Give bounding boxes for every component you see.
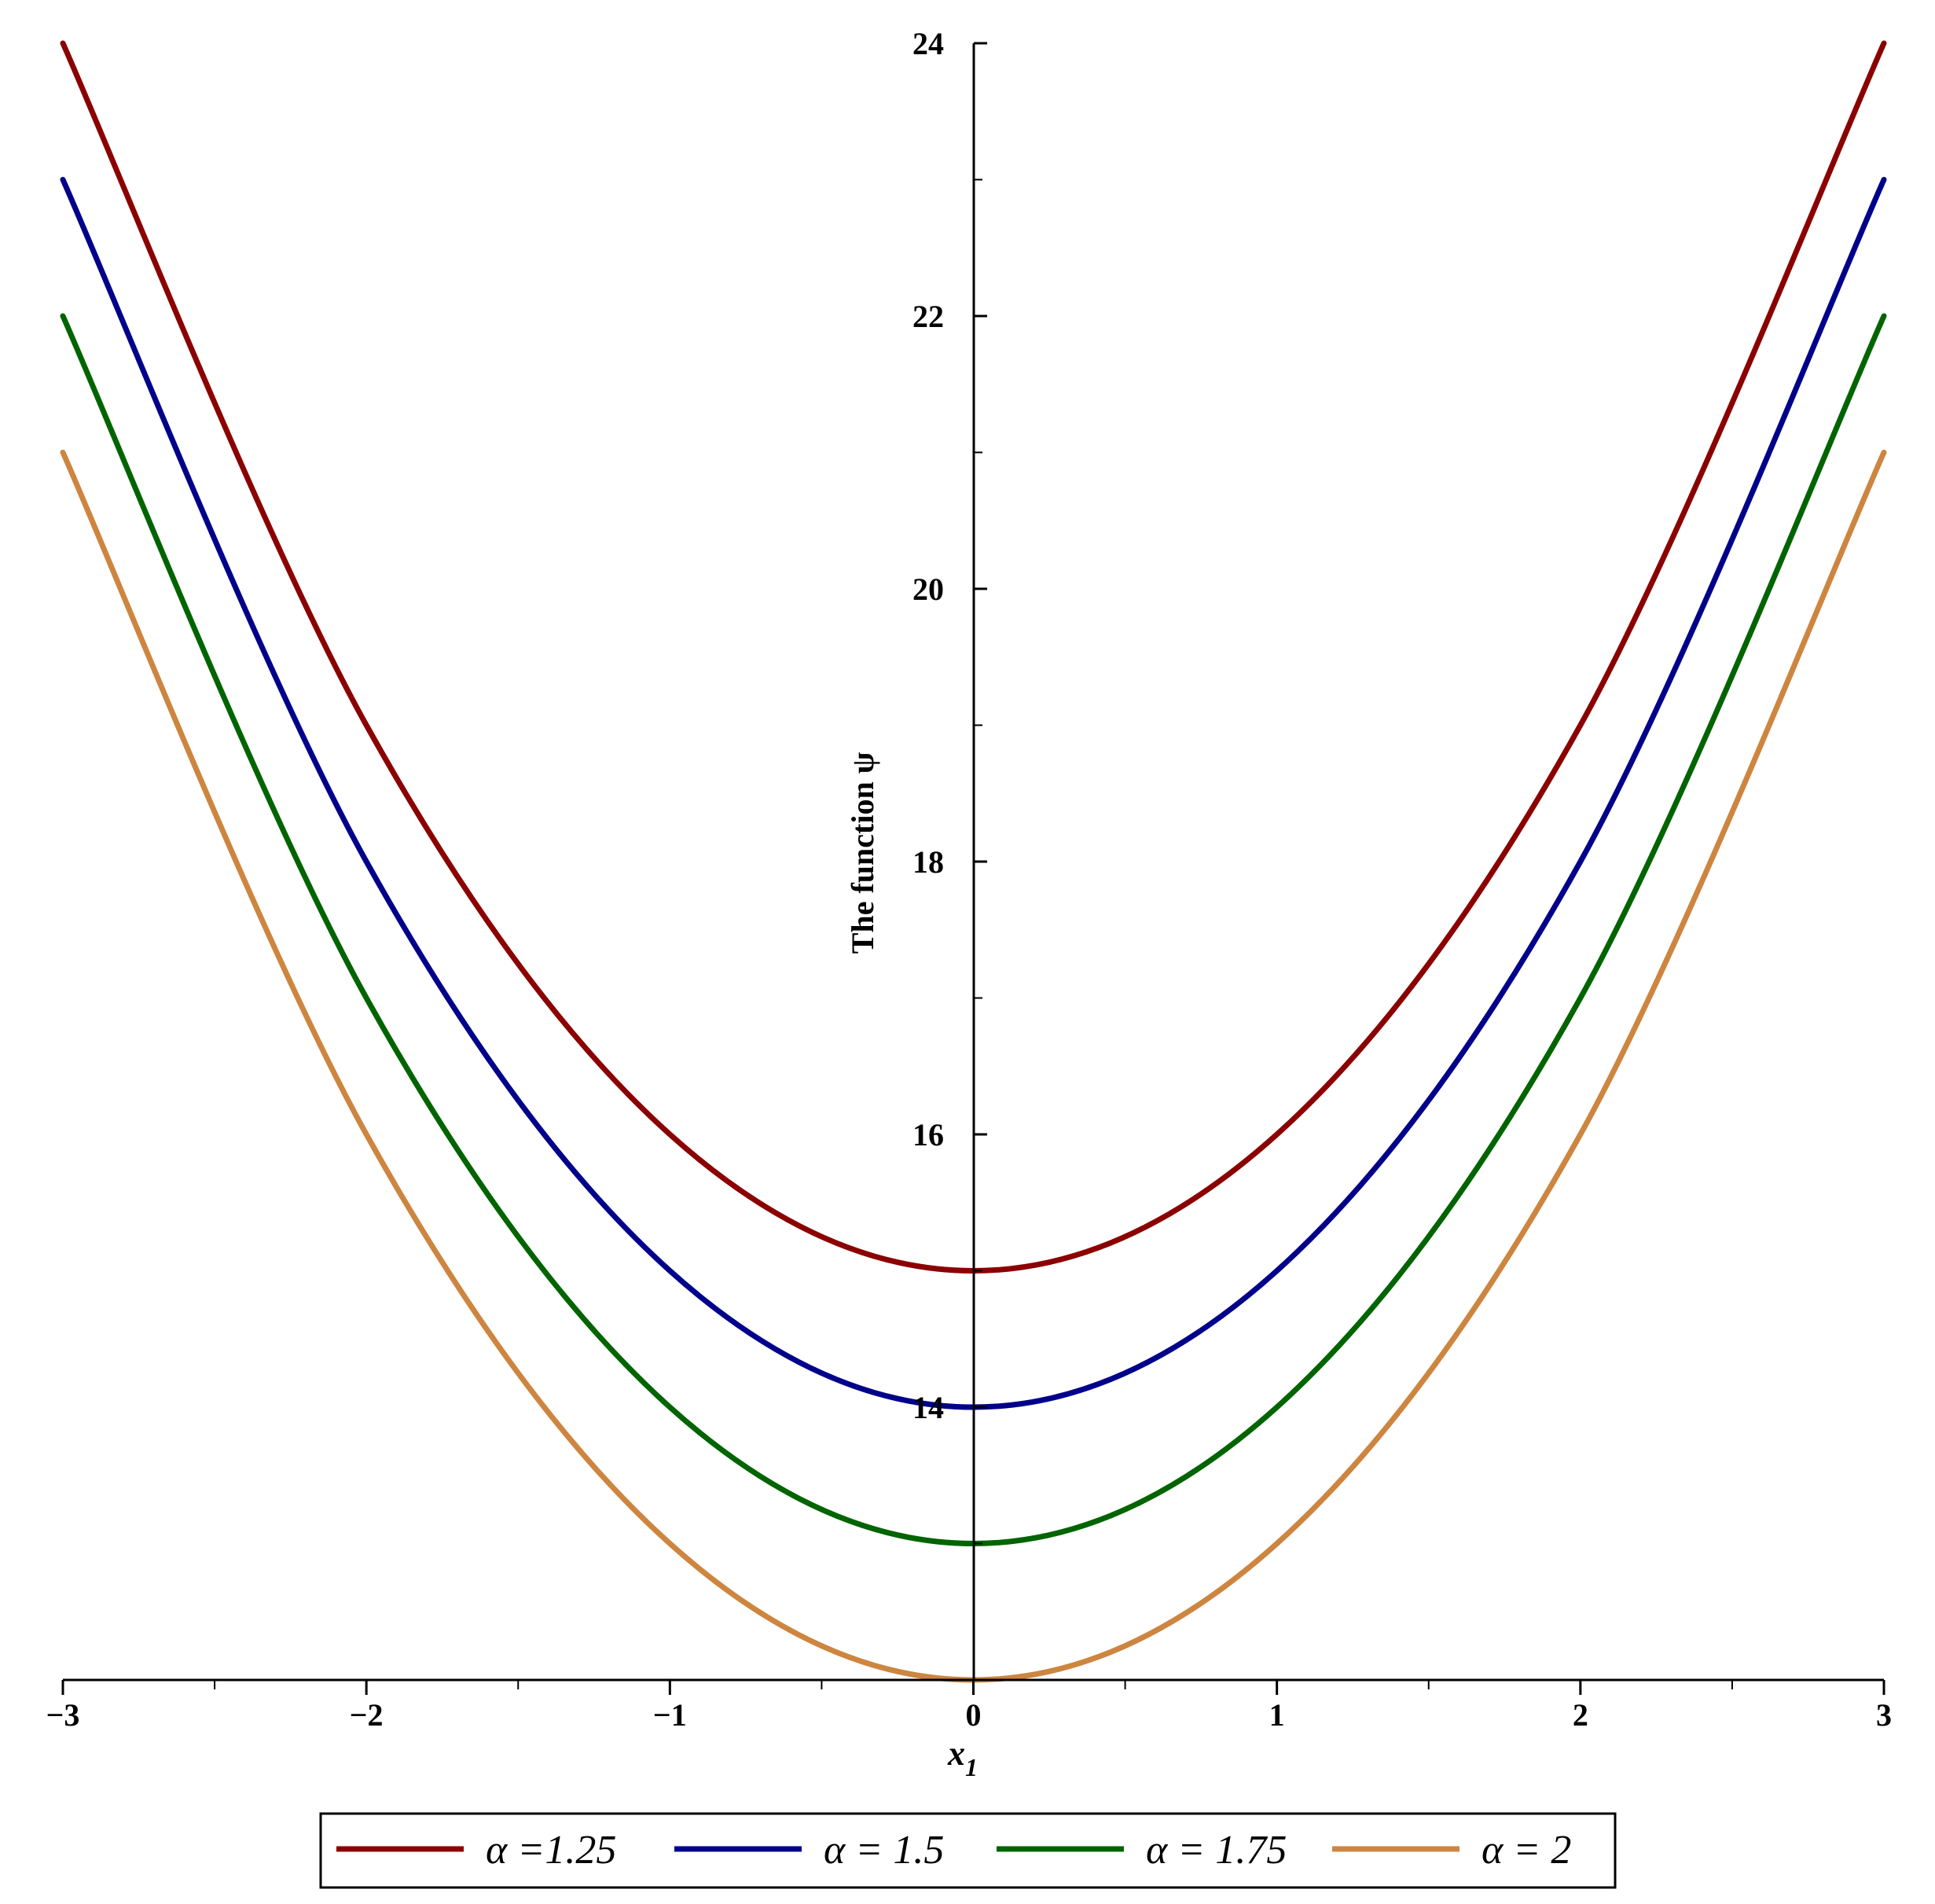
y-tick-label: 22 — [912, 299, 944, 334]
legend: α =1.25 α = 1.5 α = 1.75 α = 2 — [319, 1812, 1617, 1889]
x-tick-label: −3 — [46, 1697, 80, 1733]
x-axis-title: x1 — [947, 1734, 978, 1781]
x-ticks: −3 −2 −1 0 1 2 3 — [46, 1680, 1892, 1733]
y-tick-label: 18 — [912, 844, 944, 880]
x-tick-label: 2 — [1573, 1697, 1588, 1733]
legend-label-2: α = 1.5 — [824, 1828, 944, 1873]
y-tick-label: 24 — [912, 26, 944, 61]
axes — [63, 43, 1884, 1682]
legend-label-3: α = 1.75 — [1146, 1828, 1287, 1873]
y-ticks: 14 16 18 20 22 24 — [912, 26, 987, 1545]
x-axis-title-main: x — [947, 1734, 965, 1773]
y-tick-label: 14 — [912, 1390, 944, 1425]
y-tick-label: 16 — [912, 1117, 944, 1152]
x-tick-label: −2 — [350, 1697, 384, 1733]
legend-box — [319, 1812, 1617, 1889]
legend-label-4: α = 2 — [1482, 1828, 1571, 1873]
x-axis-title-sub: 1 — [965, 1753, 978, 1781]
legend-label-1: α =1.25 — [486, 1828, 616, 1873]
x-tick-label: 1 — [1269, 1697, 1285, 1733]
y-tick-label: 20 — [912, 572, 944, 607]
x-tick-label: 3 — [1876, 1697, 1892, 1733]
x-tick-label: −1 — [653, 1697, 687, 1733]
x-tick-label: 0 — [966, 1697, 982, 1733]
y-axis-title: The function ψ — [845, 752, 880, 954]
